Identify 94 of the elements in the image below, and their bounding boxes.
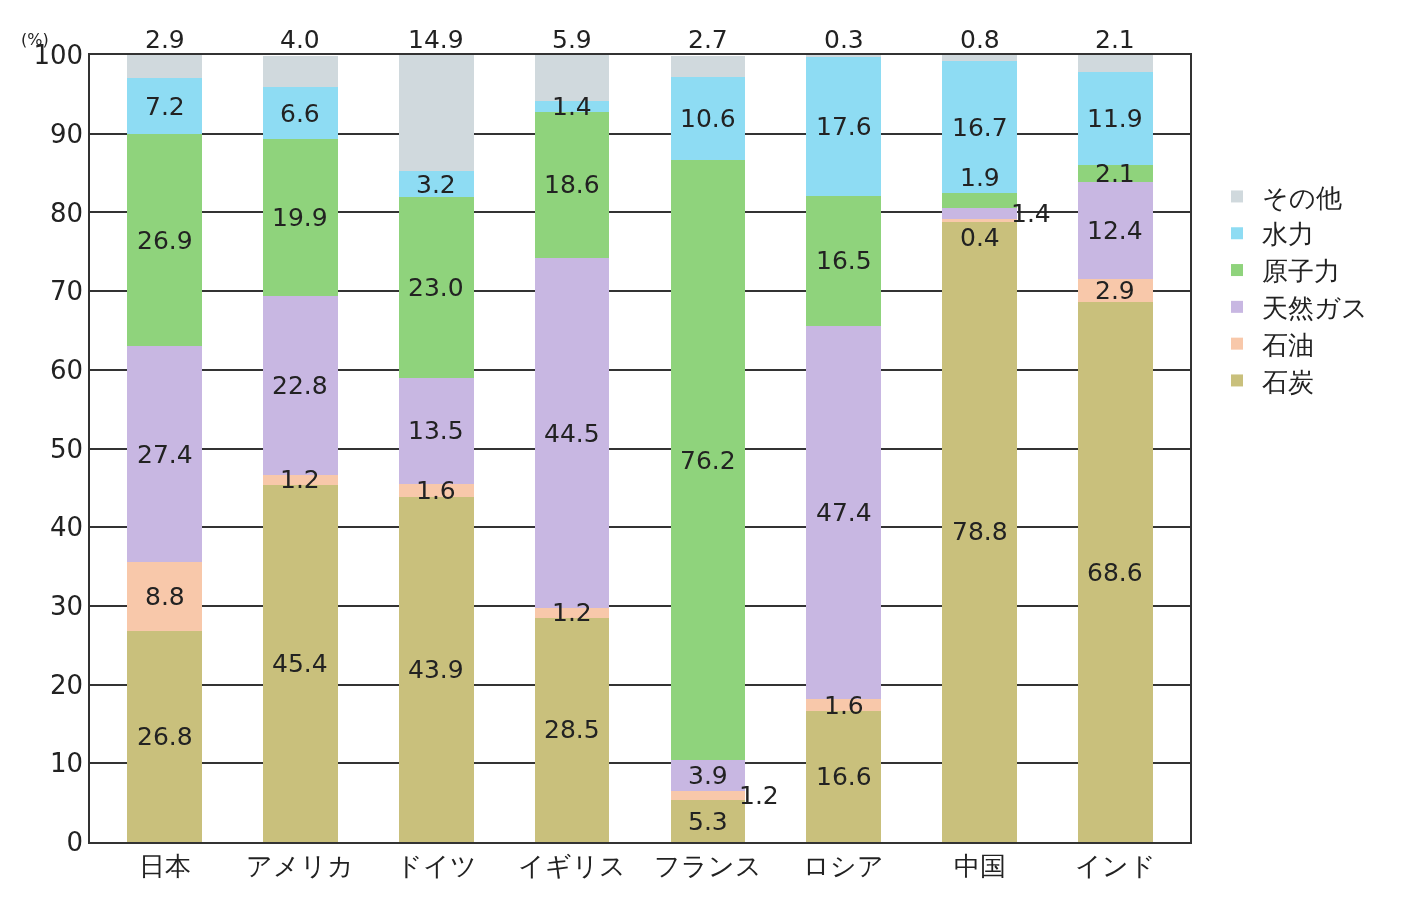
x-tick-label: インド <box>1074 850 1156 881</box>
data-label: 19.9 <box>272 203 328 232</box>
data-label: 28.5 <box>544 715 600 744</box>
legend-label: 水力 <box>1262 219 1314 250</box>
data-label: 3.9 <box>688 761 728 790</box>
x-tick-label: ロシア <box>803 850 885 881</box>
bar <box>127 77 203 135</box>
data-label: 0.4 <box>960 223 1000 252</box>
bar <box>942 55 1017 62</box>
y-tick-label: 40 <box>49 512 84 543</box>
data-label: 43.9 <box>408 655 464 684</box>
bar <box>398 171 474 197</box>
bar <box>670 55 746 78</box>
data-label: 26.8 <box>137 722 193 751</box>
data-label: 5.3 <box>688 807 728 836</box>
x-tick-label: イギリス <box>518 850 627 881</box>
data-label: 0.3 <box>824 25 864 54</box>
data-label: 4.0 <box>280 25 320 54</box>
data-label: 76.2 <box>680 446 736 475</box>
data-label: 13.5 <box>408 416 464 445</box>
bar <box>398 196 474 378</box>
data-label: 6.6 <box>280 99 320 128</box>
y-tick-label: 90 <box>49 118 84 149</box>
bar <box>1077 302 1153 842</box>
legend-label: その他 <box>1262 182 1342 213</box>
bar <box>398 55 474 172</box>
y-tick-label: 80 <box>49 197 84 228</box>
data-label: 1.2 <box>739 781 779 810</box>
data-label: 78.8 <box>952 517 1008 546</box>
data-label: 3.2 <box>416 170 456 199</box>
data-label: 1.6 <box>416 476 456 505</box>
data-label: 27.4 <box>137 440 193 469</box>
data-label: 2.9 <box>1095 276 1135 305</box>
data-label: 2.9 <box>145 25 185 54</box>
y-tick-label: 50 <box>49 433 84 464</box>
y-tick-label: 30 <box>49 591 84 621</box>
x-tick-label: 日本 <box>138 850 191 881</box>
data-label: 5.9 <box>552 25 592 54</box>
bar <box>263 87 338 140</box>
data-label: 45.4 <box>272 649 328 678</box>
data-label: 18.6 <box>544 170 600 199</box>
data-label: 16.7 <box>952 113 1008 142</box>
bar <box>1077 55 1153 72</box>
x-tick-label: 中国 <box>953 850 1006 881</box>
bar <box>263 55 338 88</box>
data-label: 1.6 <box>824 691 864 720</box>
data-label: 2.1 <box>1095 25 1135 54</box>
data-label: 11.9 <box>1087 104 1143 133</box>
data-label: 14.9 <box>408 25 464 54</box>
x-tick-label: アメリカ <box>246 850 355 881</box>
legend-label: 石油 <box>1262 329 1314 360</box>
data-label: 47.4 <box>816 498 872 527</box>
bar <box>127 55 203 78</box>
bar <box>127 346 203 562</box>
bar <box>806 57 882 196</box>
bar <box>670 160 746 761</box>
data-label: 7.2 <box>145 92 185 121</box>
data-label: 2.7 <box>688 25 728 54</box>
bar <box>127 134 203 347</box>
data-label: 1.2 <box>280 465 320 494</box>
bar <box>263 139 338 296</box>
legend-label: 天然ガス <box>1262 292 1368 323</box>
data-label: 0.8 <box>960 25 1000 54</box>
bar <box>127 561 203 632</box>
data-label: 1.2 <box>552 598 592 627</box>
y-tick-label: 0 <box>66 827 84 858</box>
y-tick-label: 70 <box>49 276 84 307</box>
x-tick-label: フランス <box>653 850 762 881</box>
bar <box>942 221 1017 842</box>
x-tick-label: ドイツ <box>395 850 477 881</box>
bar <box>1077 181 1153 280</box>
data-label: 8.8 <box>145 582 185 611</box>
data-label: 16.5 <box>816 246 872 275</box>
data-label: 68.6 <box>1087 558 1143 587</box>
y-tick-label: 20 <box>49 669 84 700</box>
data-label: 10.6 <box>680 104 736 133</box>
data-label: 44.5 <box>544 419 600 448</box>
data-label: 16.6 <box>816 762 872 791</box>
bar <box>127 631 203 842</box>
y-tick-label: 60 <box>49 354 84 385</box>
legend-label: 石炭 <box>1262 366 1314 397</box>
bar <box>670 77 746 161</box>
data-label: 12.4 <box>1087 216 1143 245</box>
data-label: 22.8 <box>272 371 328 400</box>
y-tick-label: 10 <box>49 748 84 779</box>
data-label: 23.0 <box>408 273 464 302</box>
bar <box>806 195 882 326</box>
legend-label: 原子力 <box>1262 256 1340 287</box>
data-label: 2.1 <box>1095 159 1135 188</box>
data-label: 17.6 <box>816 112 872 141</box>
bar <box>942 61 1017 193</box>
data-label: 26.9 <box>137 226 193 255</box>
bar <box>1077 71 1153 166</box>
data-label: 1.9 <box>960 163 1000 192</box>
